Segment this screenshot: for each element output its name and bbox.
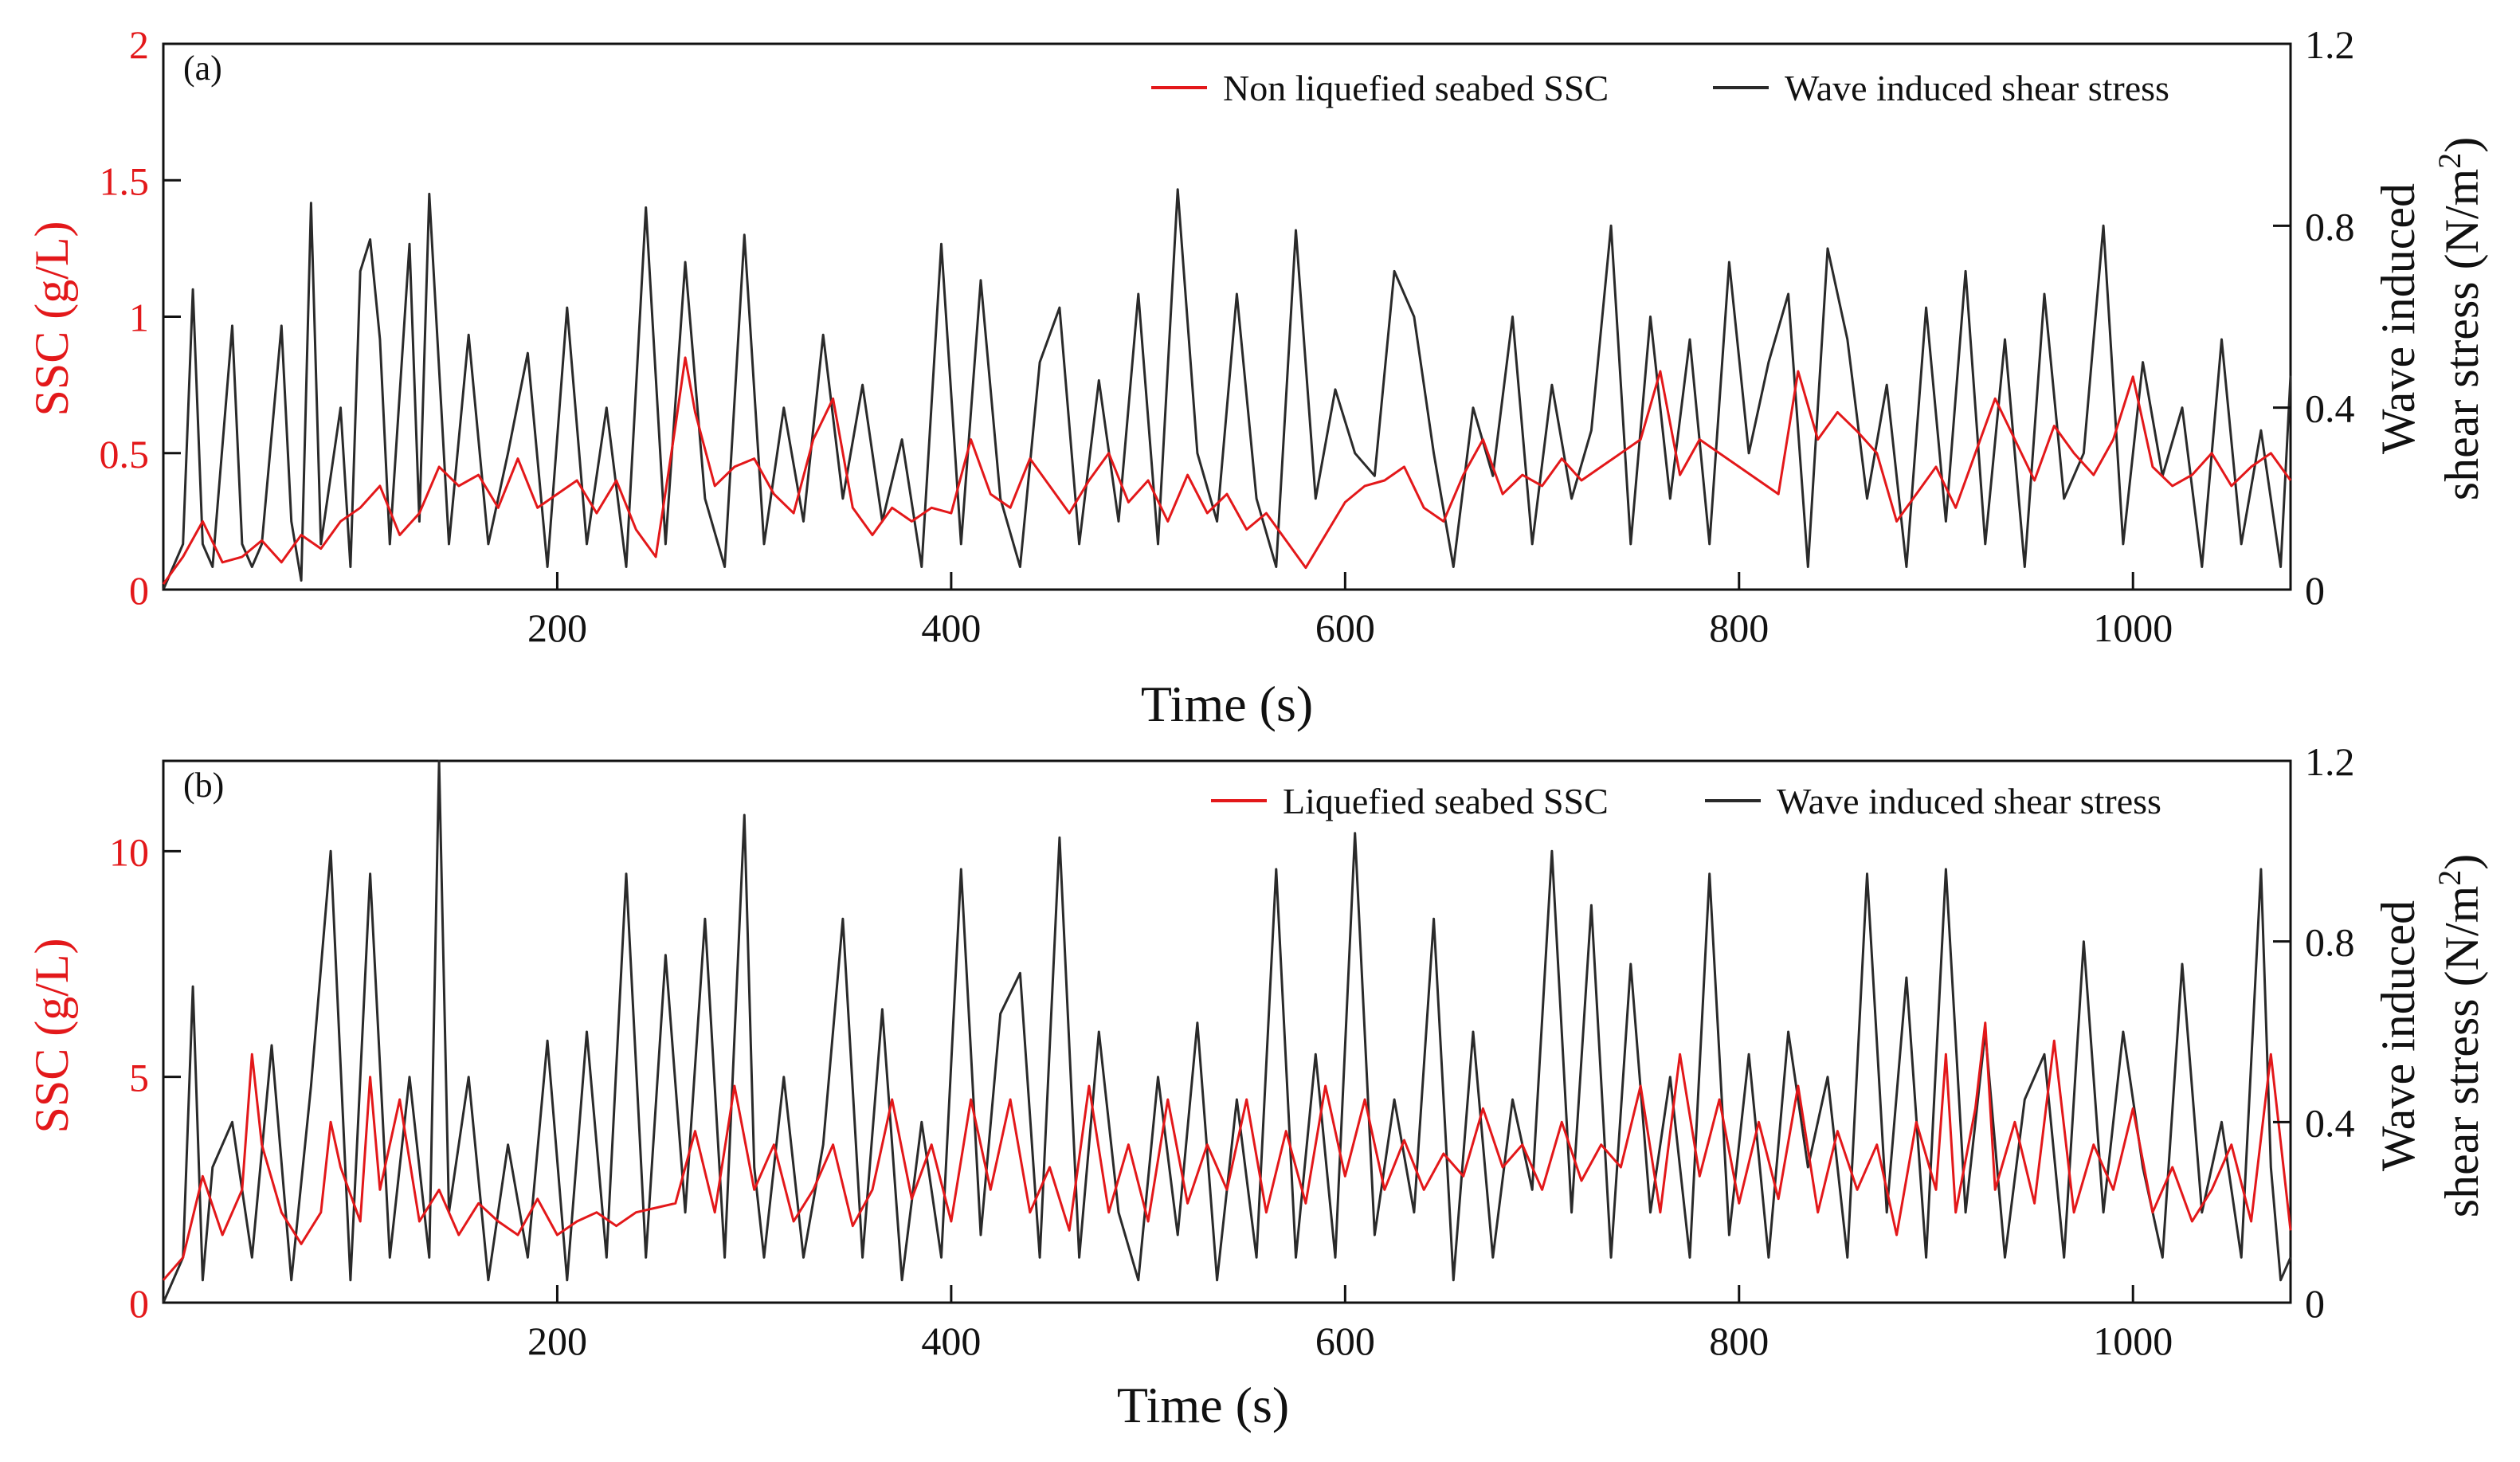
panel-b-frame: [162, 759, 2292, 1304]
panel-a-frame: [162, 42, 2292, 591]
panel-b-ylabel-left: SSC (g/L): [25, 938, 78, 1133]
panel-a: 0 0.5 1 1.5 2 0 0.4 0.8 1.2 200 400 600 800 1000 (a…: [25, 22, 2488, 732]
panel-a-series: [162, 188, 2292, 590]
panel-a-label: (a): [183, 49, 222, 88]
panel-b-series-ssc-line: [162, 1021, 2292, 1281]
panel-a-legend-stress-label: Wave induced shear stress: [1785, 68, 2169, 108]
panel-b-right-tick-label: 0: [2305, 1281, 2325, 1326]
panel-a-right-tick-label: 0.4: [2305, 386, 2355, 431]
panel-a-left-tick-label: 0.5: [100, 432, 150, 476]
panel-a-x-ticks: 200 400 600 800 1000: [527, 572, 2173, 650]
panel-b-legend-stress-label: Wave induced shear stress: [1777, 781, 2161, 821]
panel-a-ylabel-right-line1: Wave induced: [2372, 183, 2424, 454]
panel-b-legend: Liquefied seabed SSC Wave induced shear …: [1211, 781, 2161, 821]
panel-b-right-tick-label: 0.8: [2305, 920, 2355, 965]
panel-a-left-tick-label: 1.5: [100, 159, 150, 203]
panel-a-left-tick-label: 2: [129, 22, 149, 67]
panel-a-right-tick-label: 0: [2305, 568, 2325, 613]
panel-a-left-tick-label: 0: [129, 568, 149, 613]
panel-a-x-tick-label: 200: [527, 606, 587, 650]
panel-b-xlabel: Time (s): [1117, 1377, 1289, 1433]
panel-b-ylabel-right-line1: Wave induced: [2372, 900, 2424, 1171]
panel-a-legend: Non liquefied seabed SSC Wave induced sh…: [1151, 68, 2169, 108]
panel-a-series-ssc-line: [162, 356, 2292, 585]
panel-a-right-tick-label: 1.2: [2305, 22, 2355, 67]
panel-b-left-tick-label: 0: [129, 1281, 149, 1326]
panel-b-x-tick-label: 1000: [2093, 1319, 2173, 1363]
panel-b-ylabel-right-line2: shear stress (N/m2): [2432, 854, 2489, 1218]
panel-b-x-ticks: 200 400 600 800 1000: [527, 1285, 2173, 1363]
panel-b-left-ticks: 0 5 10: [109, 829, 181, 1326]
panel-b-x-tick-label: 600: [1315, 1319, 1375, 1363]
panel-a-ylabel-left: SSC (g/L): [25, 221, 78, 416]
panel-b-series-shear-stress-line: [162, 759, 2292, 1303]
panel-a-x-tick-label: 800: [1709, 606, 1769, 650]
panel-a-xlabel: Time (s): [1141, 676, 1313, 732]
panel-a-left-ticks: 0 0.5 1 1.5 2: [100, 22, 181, 613]
panel-b-x-tick-label: 200: [527, 1319, 587, 1363]
panel-b-series: [162, 759, 2292, 1303]
panel-b-left-tick-label: 5: [129, 1056, 149, 1100]
panel-a-right-ticks: 0 0.4 0.8 1.2: [2273, 22, 2355, 613]
panel-b-x-tick-label: 800: [1709, 1319, 1769, 1363]
panel-a-left-tick-label: 1: [129, 296, 149, 340]
panel-a-legend-ssc-label: Non liquefied seabed SSC: [1223, 68, 1609, 108]
panel-b-legend-ssc-label: Liquefied seabed SSC: [1283, 781, 1609, 821]
panel-b-label: (b): [183, 766, 224, 805]
panel-a-x-tick-label: 600: [1315, 606, 1375, 650]
panel-a-x-tick-label: 1000: [2093, 606, 2173, 650]
panel-b: 0 5 10 0 0.4 0.8 1.2 200 400 600 800 1000 (b) SSC…: [25, 739, 2488, 1433]
panel-a-series-shear-stress-line: [162, 188, 2292, 590]
panel-a-ylabel-right-line2: shear stress (N/m2): [2432, 137, 2489, 501]
panel-b-left-tick-label: 10: [109, 829, 149, 874]
panel-b-x-tick-label: 400: [921, 1319, 981, 1363]
panel-a-right-tick-label: 0.8: [2305, 204, 2355, 249]
panel-a-x-tick-label: 400: [921, 606, 981, 650]
panel-b-right-ticks: 0 0.4 0.8 1.2: [2273, 739, 2355, 1326]
panel-b-right-tick-label: 0.4: [2305, 1100, 2355, 1145]
panel-b-right-tick-label: 1.2: [2305, 739, 2355, 784]
